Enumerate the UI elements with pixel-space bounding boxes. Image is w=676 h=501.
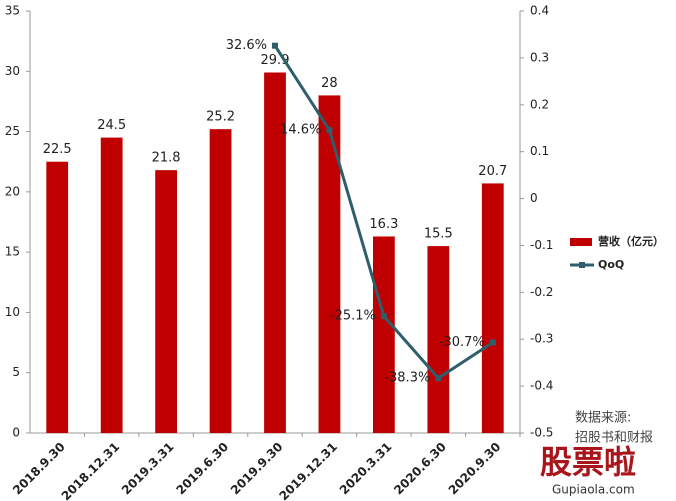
y-tick-label: 35 — [5, 4, 20, 18]
y2-tick-label: -0.5 — [530, 426, 553, 440]
line-marker — [489, 339, 496, 346]
y-tick-label: 5 — [12, 365, 20, 379]
bar — [209, 129, 232, 433]
y2-tick-label: 0.2 — [530, 97, 549, 111]
line-value-label: -30.7% — [439, 335, 485, 350]
y2-tick-label: -0.1 — [530, 238, 553, 252]
y-tick-label: 20 — [5, 184, 20, 198]
bar — [318, 95, 341, 434]
line-value-label: -38.3% — [384, 371, 430, 386]
bar — [373, 236, 395, 433]
y-tick-label: 25 — [5, 124, 20, 138]
bar-value-label: 16.3 — [369, 217, 398, 232]
y2-tick-label: -0.4 — [530, 379, 553, 393]
y-tick-label: 10 — [5, 305, 20, 319]
line-marker — [380, 313, 387, 320]
line-value-label: -25.1% — [330, 309, 376, 324]
source: 数据来源: — [575, 411, 631, 426]
source-detail: 招股书和财报 — [575, 431, 653, 446]
x-tick-label: 2019.12.31 — [276, 440, 340, 501]
line-marker — [435, 375, 442, 382]
line-marker — [326, 127, 333, 134]
y2-tick-label: 0.3 — [530, 50, 549, 64]
y2-tick-label: 0 — [530, 191, 538, 205]
x-tick-label: 2019.9.30 — [228, 440, 286, 498]
y-tick-label: 0 — [12, 426, 20, 440]
bar-value-label: 24.5 — [97, 118, 126, 133]
x-tick-label: 2018.12.31 — [59, 440, 123, 501]
legend-label: QoQ — [598, 258, 624, 271]
x-tick-label: 2019.6.30 — [173, 440, 231, 498]
line-marker — [272, 42, 278, 49]
bar — [264, 72, 286, 434]
bar-value-label: 25.2 — [206, 110, 235, 125]
bar — [155, 170, 177, 433]
y2-tick-label: 0.1 — [530, 144, 549, 158]
y2-tick-label: 0.4 — [530, 4, 549, 18]
bar-value-label: 15.5 — [424, 227, 453, 242]
legend-swatch — [579, 262, 585, 268]
bar-value-label: 20.7 — [478, 164, 507, 179]
x-tick-label: 2020.9.30 — [446, 440, 504, 498]
bar — [46, 161, 69, 433]
bar-value-label: 21.8 — [152, 151, 181, 166]
line-value-label: 32.6% — [226, 38, 267, 53]
bar-value-label: 22.5 — [43, 142, 72, 157]
bar — [427, 246, 450, 433]
line-value-label: 14.6% — [280, 123, 321, 138]
legend-label: 营收（亿元） — [598, 234, 664, 248]
x-tick-label: 2020.6.30 — [391, 440, 449, 498]
y-tick-label: 15 — [5, 245, 20, 259]
watermark-url: Gupiaola.com — [552, 483, 635, 497]
bar — [481, 183, 504, 433]
y-tick-label: 30 — [5, 64, 20, 78]
y2-tick-label: -0.2 — [530, 285, 553, 299]
x-tick-label: 2018.9.30 — [10, 440, 68, 498]
bar-value-label: 28 — [321, 76, 338, 91]
x-tick-label: 2020.3.31 — [337, 440, 395, 498]
x-tick-label: 2019.3.31 — [119, 440, 177, 498]
y2-tick-label: -0.3 — [530, 332, 553, 346]
legend-swatch — [570, 238, 592, 246]
bar — [100, 137, 123, 433]
watermark: 股票啦 — [540, 443, 636, 481]
